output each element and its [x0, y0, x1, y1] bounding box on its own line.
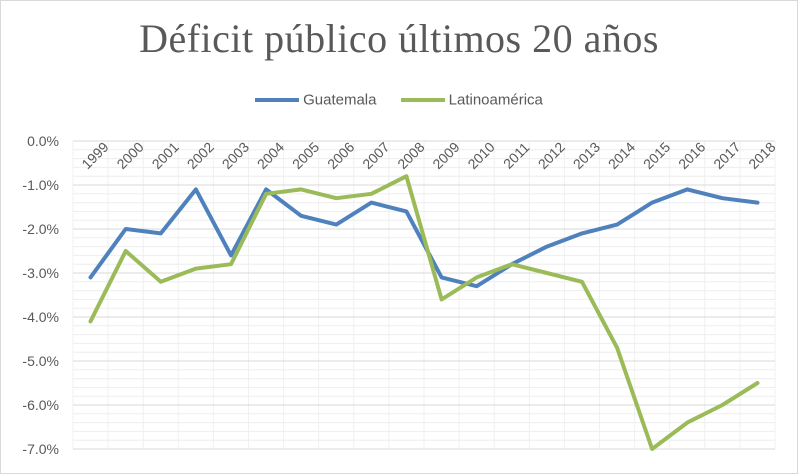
- y-tick-label: -2.0%: [22, 221, 59, 237]
- y-tick-label: 0.0%: [27, 133, 59, 149]
- legend-label-latinoamerica: Latinoamérica: [448, 91, 543, 109]
- y-tick-label: -5.0%: [22, 353, 59, 369]
- series-line-latinoamerica: [88, 174, 760, 451]
- vertical-gridlines: [72, 141, 776, 449]
- minor-gridlines: [73, 149, 775, 441]
- y-tick-label: -6.0%: [22, 397, 59, 413]
- chart-title: Déficit público últimos 20 años: [139, 16, 659, 61]
- major-gridlines: [73, 140, 775, 450]
- y-tick-label: -3.0%: [22, 265, 59, 281]
- legend: Guatemala Latinoamérica: [1, 91, 797, 109]
- legend-item-guatemala: Guatemala: [255, 91, 376, 109]
- y-tick-label: -4.0%: [22, 309, 59, 325]
- y-tick-label: -7.0%: [22, 441, 59, 457]
- x-tick-label: 2011: [500, 139, 533, 172]
- legend-item-latinoamerica: Latinoamérica: [400, 91, 543, 109]
- legend-swatch-latinoamerica: [400, 98, 445, 103]
- y-tick-label: -1.0%: [22, 177, 59, 193]
- legend-swatch-guatemala: [255, 98, 300, 103]
- legend-label-guatemala: Guatemala: [303, 91, 377, 109]
